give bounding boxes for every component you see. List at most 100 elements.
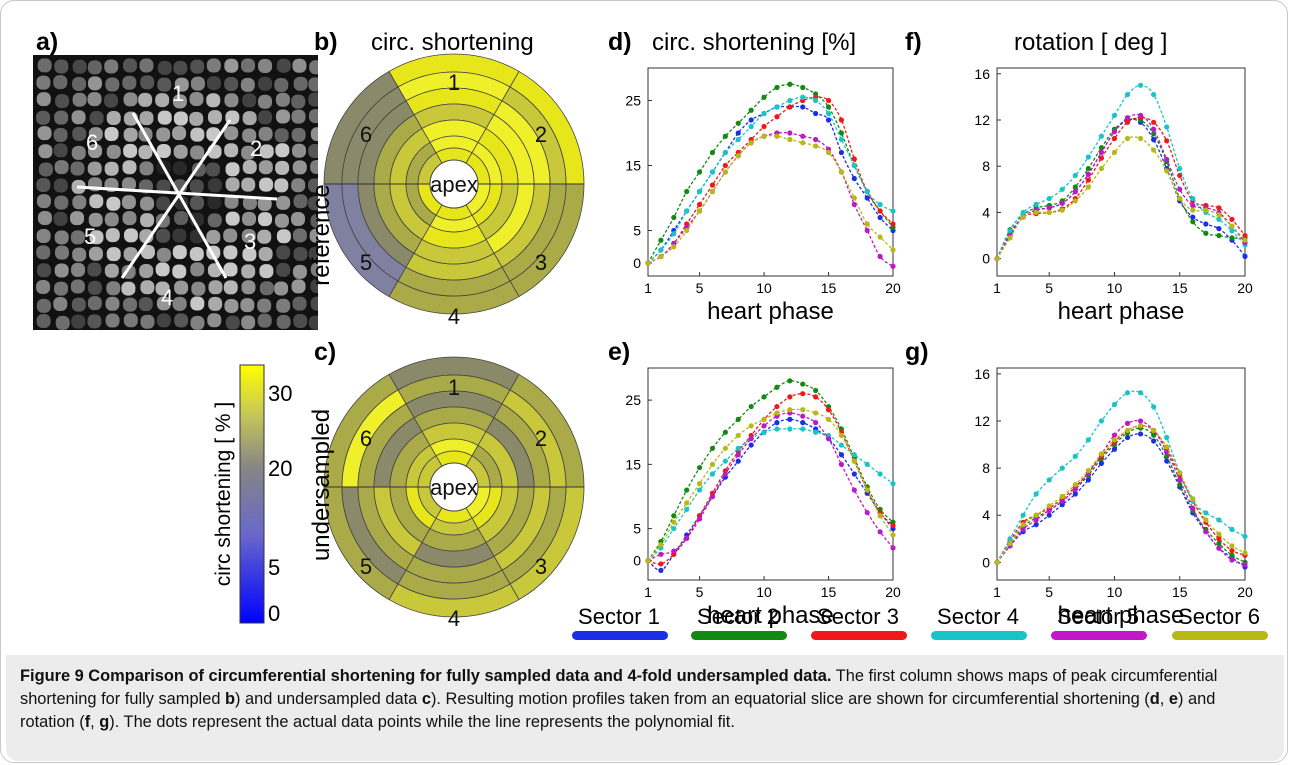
mri-texture-cell (240, 58, 255, 73)
data-point (1242, 253, 1248, 259)
data-point (1085, 154, 1091, 160)
mri-texture-cell (36, 313, 51, 328)
mri-texture-cell (173, 60, 188, 75)
mri-texture-cell (223, 228, 238, 243)
data-point (890, 247, 896, 253)
mri-texture-cell (36, 229, 51, 244)
data-point (851, 458, 857, 464)
sector-divider-line (120, 119, 232, 279)
mri-texture-cell (54, 263, 69, 278)
data-point (1203, 517, 1209, 523)
mri-texture-cell (36, 75, 51, 90)
data-point (825, 97, 832, 104)
data-point (696, 188, 703, 195)
chart-title: rotation [ deg ] (1014, 29, 1167, 56)
data-point (1151, 147, 1157, 153)
data-point (1190, 195, 1196, 202)
data-point (658, 561, 664, 567)
data-point (1137, 82, 1144, 88)
x-tick-label: 10 (1107, 280, 1123, 296)
data-point (722, 429, 728, 435)
mri-texture-cell (257, 229, 272, 244)
mri-texture-cell (276, 245, 291, 260)
mri-texture-cell (257, 298, 272, 313)
data-point (1111, 128, 1118, 135)
mri-texture-cell (242, 247, 257, 262)
data-point (1020, 214, 1026, 220)
mri-texture-cell (240, 77, 255, 92)
mri-texture-cell (122, 211, 137, 226)
data-point (825, 149, 832, 156)
mri-texture-cell (308, 315, 318, 330)
data-point (1033, 517, 1039, 523)
data-point (658, 253, 664, 260)
x-axis-label: heart phase (1058, 602, 1185, 629)
bullseye-sector-label-2: 2 (535, 426, 547, 451)
data-point (787, 426, 793, 432)
mri-texture (36, 58, 318, 330)
mri-texture-cell (225, 162, 240, 177)
mri-texture-cell (190, 195, 205, 210)
mri-texture-cell (258, 76, 273, 91)
mri-texture-cell (190, 315, 205, 330)
mri-texture-cell (189, 92, 204, 107)
mri-texture-cell (37, 126, 52, 141)
mri-texture-cell (242, 160, 257, 175)
mri-texture-cell (121, 195, 136, 210)
mri-texture-cell (106, 111, 121, 126)
mri-texture-cell (242, 111, 257, 126)
data-point (645, 260, 651, 266)
data-point (1046, 512, 1052, 518)
mri-texture-cell (122, 75, 137, 90)
mri-texture-cell (38, 144, 53, 159)
mri-texture-cell (224, 77, 239, 92)
mri-texture-cell (225, 211, 240, 226)
data-point (851, 471, 857, 477)
data-point (1098, 149, 1105, 155)
legend-label-sector-6: Sector 6 (1178, 604, 1260, 629)
panel-label-f: f) (905, 28, 922, 56)
mri-texture-cell (139, 263, 154, 278)
mri-texture-cell (225, 315, 240, 330)
panel-label-b: b) (314, 28, 338, 56)
mri-texture-cell (276, 298, 291, 313)
data-point (1216, 205, 1222, 211)
mri-texture-cell (140, 314, 155, 329)
data-point (994, 256, 1000, 262)
mri-texture-cell (207, 178, 222, 193)
data-point (735, 432, 741, 439)
mri-texture-cell (190, 127, 205, 142)
legend-swatch-sector-2 (691, 631, 787, 640)
legend-swatch-sector-6 (1172, 631, 1268, 640)
legend-label-sector-4: Sector 4 (937, 604, 1019, 629)
data-point (1177, 195, 1183, 202)
mri-texture-cell (172, 228, 187, 243)
caption-ref-c: c (421, 690, 431, 708)
y-tick-label: 4 (982, 507, 990, 523)
mri-texture-cell (156, 127, 171, 142)
data-point (645, 558, 651, 564)
mri-texture-cell (140, 196, 155, 211)
y-tick-label: 16 (974, 366, 990, 382)
data-point (1177, 165, 1183, 172)
data-point (877, 214, 883, 221)
data-point (1137, 418, 1144, 424)
data-point (774, 426, 780, 432)
data-point (735, 452, 741, 458)
data-point (787, 130, 793, 136)
mri-image: 1 2 3 4 5 6 (33, 55, 318, 330)
mri-texture-cell (274, 281, 289, 296)
mri-texture-cell (242, 93, 257, 108)
mri-texture-cell (292, 228, 307, 243)
mri-texture-cell (190, 296, 205, 311)
x-tick-label: 1 (644, 280, 652, 296)
mri-texture-cell (275, 143, 290, 158)
mri-texture-cell (190, 76, 205, 91)
y-tick-label: 8 (982, 460, 990, 476)
mri-texture-cell (139, 58, 154, 73)
mri-sector-label-3: 3 (244, 229, 256, 254)
x-axis-label: heart phase (707, 298, 834, 325)
mri-texture-cell (242, 211, 257, 226)
data-point (813, 110, 819, 117)
